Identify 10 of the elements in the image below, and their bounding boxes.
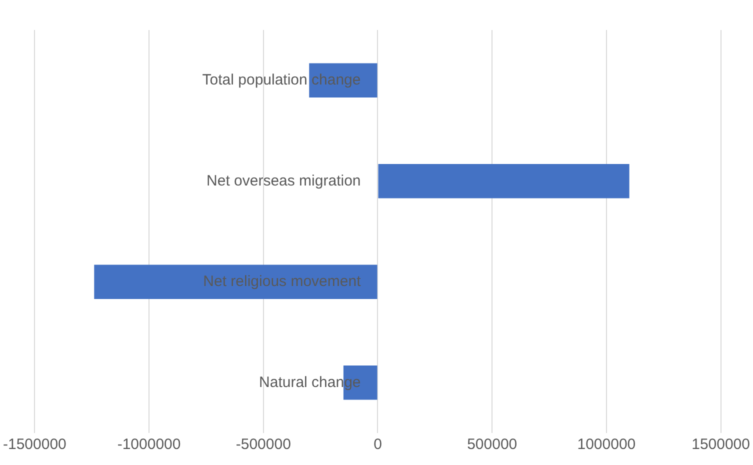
y-tick-label: Net religious movement: [203, 273, 362, 290]
x-tick-label: -1500000: [2, 436, 66, 454]
x-tick-label: 1500000: [692, 436, 750, 454]
x-tick-label: -1000000: [117, 436, 181, 454]
x-tick-label: 1000000: [577, 436, 636, 454]
x-tick-label: -500000: [236, 436, 291, 454]
x-tick-label: 500000: [467, 436, 518, 454]
y-tick-label: Total population change: [202, 72, 361, 89]
x-tick-label: 0: [374, 436, 382, 454]
y-tick-label: Net overseas migration: [206, 172, 361, 190]
